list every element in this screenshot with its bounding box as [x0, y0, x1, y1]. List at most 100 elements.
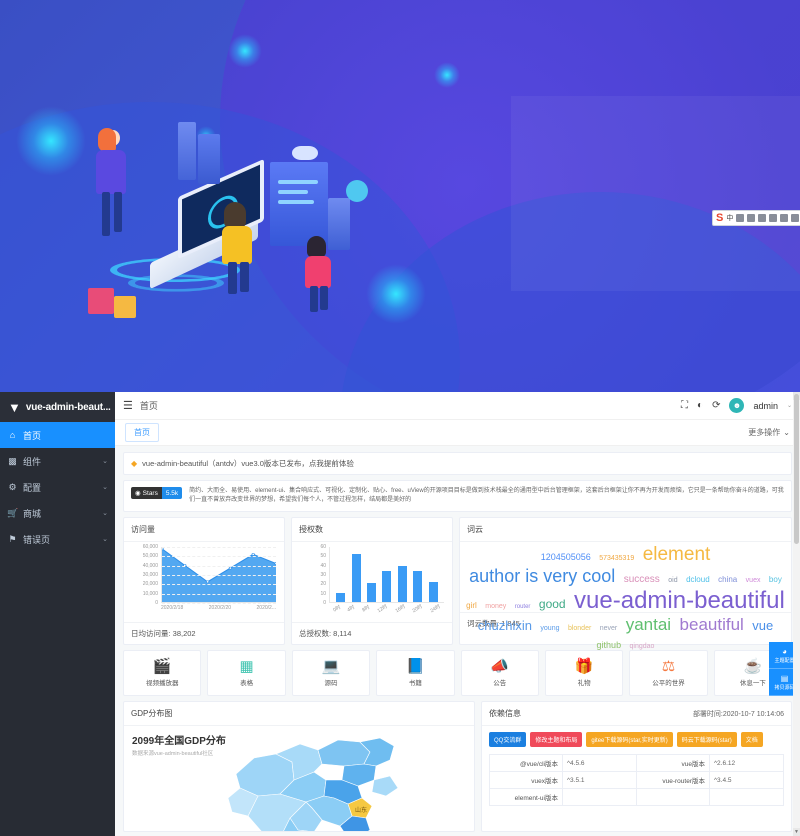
- sidebar-item-label: 商城: [23, 508, 42, 519]
- table-cell-key: vue版本: [637, 755, 710, 771]
- table-cell-key: element-ui版本: [490, 789, 563, 805]
- shortcut-label: 书籍: [408, 680, 422, 687]
- wordcloud-word: github: [596, 640, 622, 651]
- gdp-map-title: GDP分布图: [124, 702, 474, 726]
- ime-toolbar[interactable]: S 中: [712, 210, 800, 226]
- shortcut-card-0[interactable]: 🎬 视频播放器: [123, 650, 202, 696]
- shortcut-icon: ▦: [239, 658, 254, 675]
- tabs-bar: 首页 更多操作 ⌄: [115, 420, 800, 446]
- sidebar-item-icon: ⚙: [8, 481, 17, 492]
- gdp-map-body: 2099年全国GDP分布 数据来源vue-admin-beautiful社区: [124, 726, 474, 831]
- sidebar-item-label: 首页: [23, 430, 42, 441]
- shortcut-card-5[interactable]: 🎁 礼物: [544, 650, 624, 696]
- bar: [382, 571, 392, 602]
- auth-x-axis: 0时 4时 8时 12时 16时 20时 24时: [329, 603, 444, 615]
- shortcut-icon: 🎬: [152, 658, 172, 675]
- wordcloud-word: router: [514, 604, 531, 611]
- shortcut-card-2[interactable]: 💻 源码: [291, 650, 371, 696]
- dependency-button-4[interactable]: 文档: [740, 732, 763, 747]
- notice-banner[interactable]: ◆ vue-admin-beautiful（antdv）vue3.0版本已发布，…: [123, 452, 792, 475]
- scroll-down-button[interactable]: ▼: [793, 828, 800, 836]
- ime-icon[interactable]: [747, 214, 756, 222]
- wordcloud-word: good: [538, 597, 566, 612]
- wordcloud-panel-title: 词云: [460, 518, 791, 542]
- ime-icon[interactable]: [780, 214, 789, 222]
- table-cell-value: ^2.6.12: [714, 759, 736, 767]
- table-row: vue版本 ^2.6.12: [637, 755, 783, 772]
- dependency-panel-title: 依赖信息: [489, 709, 521, 718]
- bar: [336, 592, 346, 602]
- data-point: [251, 552, 255, 556]
- table-row: @vue/cli版本 ^4.5.6: [490, 755, 636, 772]
- x-tick-label: 4时: [346, 604, 357, 614]
- chevron-down-icon[interactable]: ⌄: [786, 403, 792, 409]
- ime-icon[interactable]: [769, 214, 778, 222]
- shortcut-card-4[interactable]: 📣 公告: [460, 650, 539, 696]
- sidebar-item-4[interactable]: ⚑ 错误页 ⌄: [0, 526, 115, 552]
- visits-panel-title: 访问量: [124, 518, 284, 542]
- palette-icon: ◕: [782, 646, 787, 656]
- visits-area-chart: 0 10,000 20,000 30,000 40,000 50,000 60,000 20…: [130, 544, 278, 617]
- about-card: ◉ Stars 5.5k 简约、大而全、易使用、element-ui、集合响应式…: [123, 480, 792, 512]
- theme-icon[interactable]: ◐: [697, 400, 704, 411]
- x-tick-label: 24时: [429, 603, 442, 615]
- dependency-button-0[interactable]: QQ交流群: [489, 732, 527, 747]
- wordcloud-word: vue: [752, 617, 774, 633]
- table-row: [637, 789, 783, 806]
- gridline: [162, 603, 276, 604]
- visits-plot: [161, 547, 276, 604]
- sidebar-item-2[interactable]: ⚙ 配置 ⌄: [0, 474, 115, 500]
- ime-mode-label[interactable]: 中: [726, 215, 734, 222]
- wordcloud-word: never: [599, 624, 618, 632]
- wordcloud-word: vue-admin-beautiful: [574, 587, 785, 615]
- ime-icon[interactable]: [791, 214, 800, 222]
- table-cell-key: vuex版本: [490, 772, 563, 788]
- y-tick-label: 60,000: [142, 544, 158, 550]
- shortcut-icon: ☕: [743, 658, 763, 675]
- username-label[interactable]: admin: [753, 400, 778, 411]
- ime-icon[interactable]: [758, 214, 767, 222]
- shortcut-label: 礼物: [577, 680, 591, 687]
- y-tick-label: 10: [320, 590, 326, 597]
- shortcut-icon: 💻: [321, 658, 341, 675]
- shortcut-icon: 📘: [405, 658, 425, 675]
- sidebar-item-0[interactable]: ⌂ 首页: [0, 422, 115, 448]
- bottom-row: GDP分布图 2099年全国GDP分布 数据来源vue-admin-beauti…: [123, 701, 792, 832]
- sidebar-item-icon: ⚑: [8, 533, 17, 544]
- notice-icon: ◆: [131, 459, 138, 468]
- y-tick-label: 30,000: [142, 572, 158, 578]
- sidebar-item-1[interactable]: ▩ 组件 ⌄: [0, 448, 115, 474]
- dependency-button-2[interactable]: gitee下载源码(star,实时更新): [586, 732, 673, 747]
- china-map-svg[interactable]: 山东: [164, 732, 464, 831]
- fullscreen-icon[interactable]: ⛶: [681, 400, 689, 411]
- tab-home[interactable]: 首页: [125, 423, 159, 442]
- auth-panel-footer: 总授权数: 8,114: [292, 622, 452, 644]
- scrollbar-thumb[interactable]: [794, 394, 799, 544]
- hamburger-icon[interactable]: ☰: [123, 400, 133, 412]
- refresh-icon[interactable]: ⟳: [712, 400, 721, 411]
- gdp-map-province-label: 山东: [355, 806, 367, 814]
- vab-logo-icon: ▼: [8, 399, 21, 415]
- shortcut-card-6[interactable]: ⚖ 公平的世界: [629, 650, 708, 696]
- dependency-button-3[interactable]: 码云下载源码(star): [676, 732, 737, 747]
- shortcut-card-3[interactable]: 📘 书籍: [376, 650, 455, 696]
- dependency-table: @vue/cli版本 ^4.5.6 vuex版本 ^3.5.1 element-ui版本…: [489, 754, 784, 806]
- ime-icon[interactable]: [736, 214, 745, 222]
- github-stars-badge[interactable]: ◉ Stars 5.5k: [131, 487, 183, 499]
- x-tick-label: 20时: [411, 603, 424, 615]
- shortcut-card-1[interactable]: ▦ 表格: [207, 650, 286, 696]
- wordcloud-word: money: [485, 603, 507, 611]
- avatar[interactable]: ☻: [729, 398, 745, 413]
- sidebar-logo[interactable]: ▼ vue-admin-beaut...: [0, 392, 115, 422]
- shortcut-icon: 🎁: [574, 658, 594, 675]
- topbar-actions: ⛶ ◐ ⟳ ☻ admin ⌄: [681, 398, 792, 413]
- chevron-down-icon: ⌄: [102, 510, 108, 517]
- sidebar-item-3[interactable]: 🛒 商城 ⌄: [0, 500, 115, 526]
- y-tick-label: 30: [320, 572, 326, 578]
- dependency-button-1[interactable]: 修改主题和布局: [530, 732, 583, 747]
- more-operations-button[interactable]: 更多操作 ⌄: [748, 427, 790, 438]
- x-tick-label: 2020/2/20: [208, 605, 232, 611]
- data-point: [206, 580, 210, 584]
- y-tick-label: 60: [320, 544, 326, 550]
- vertical-scrollbar[interactable]: ▲ ▼: [793, 392, 800, 836]
